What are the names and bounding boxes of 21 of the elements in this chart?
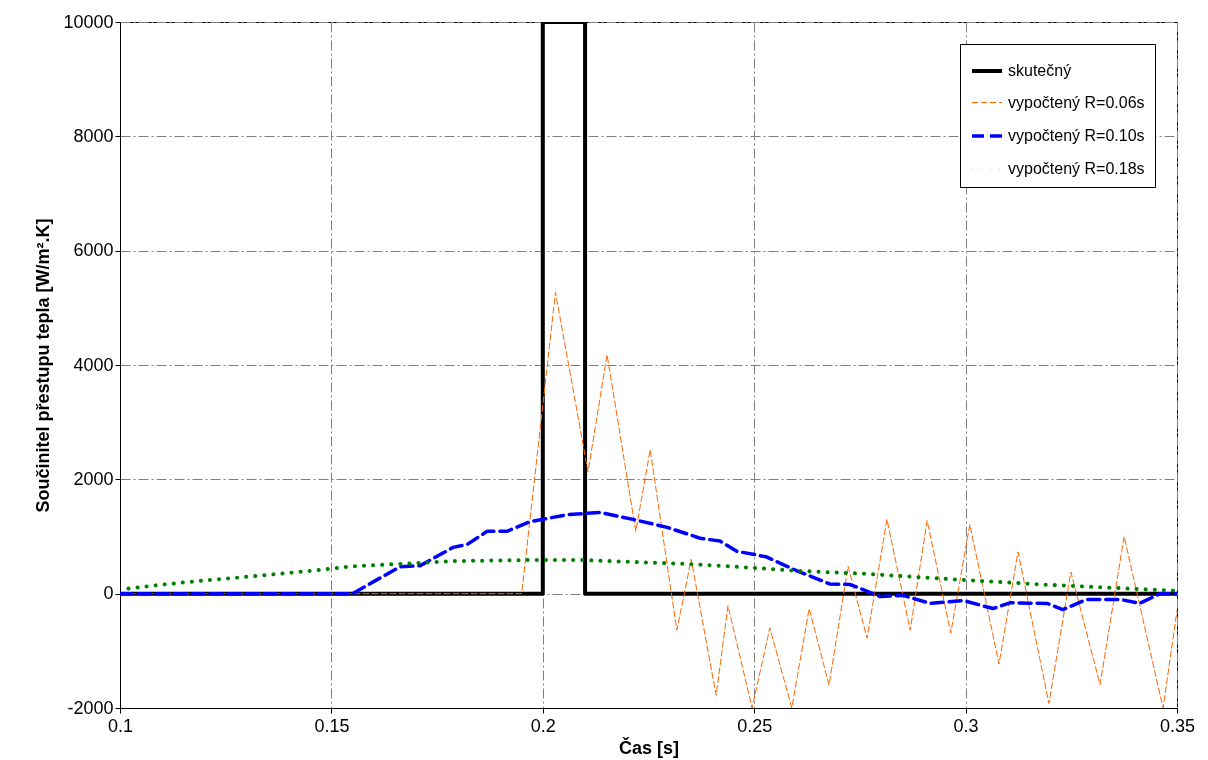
x-tick-label: 0.25 <box>737 715 773 736</box>
y-tick-label: 6000 <box>73 240 114 261</box>
y-tick-label: 10000 <box>63 11 114 32</box>
x-tick-label: 0.15 <box>314 715 350 736</box>
legend-label: skutečný <box>1008 62 1072 79</box>
legend-label: vypočtený R=0.06s <box>1008 93 1145 111</box>
x-axis-title: Čas [s] <box>618 736 680 758</box>
x-tick-label: 0.35 <box>1159 715 1196 736</box>
line-series <box>126 557 1177 593</box>
y-tick-label: 8000 <box>73 125 114 146</box>
line-series <box>120 510 1177 612</box>
legend-label: vypočtený R=0.18s <box>1008 160 1145 177</box>
x-tick-label: 0.2 <box>530 715 556 736</box>
y-tick-label: 2000 <box>73 468 114 489</box>
y-tick-label: 4000 <box>73 354 114 375</box>
x-tick-label: 0.3 <box>953 715 979 736</box>
y-tick-label: 0 <box>103 583 114 604</box>
y-tick-label: -2000 <box>67 697 114 718</box>
y-axis-title: Součinitel přestupu tepla [W/m².K] <box>33 218 54 513</box>
legend-label: vypočtený R=0.10s <box>1008 127 1145 144</box>
x-tick-label: 0.1 <box>107 715 134 736</box>
